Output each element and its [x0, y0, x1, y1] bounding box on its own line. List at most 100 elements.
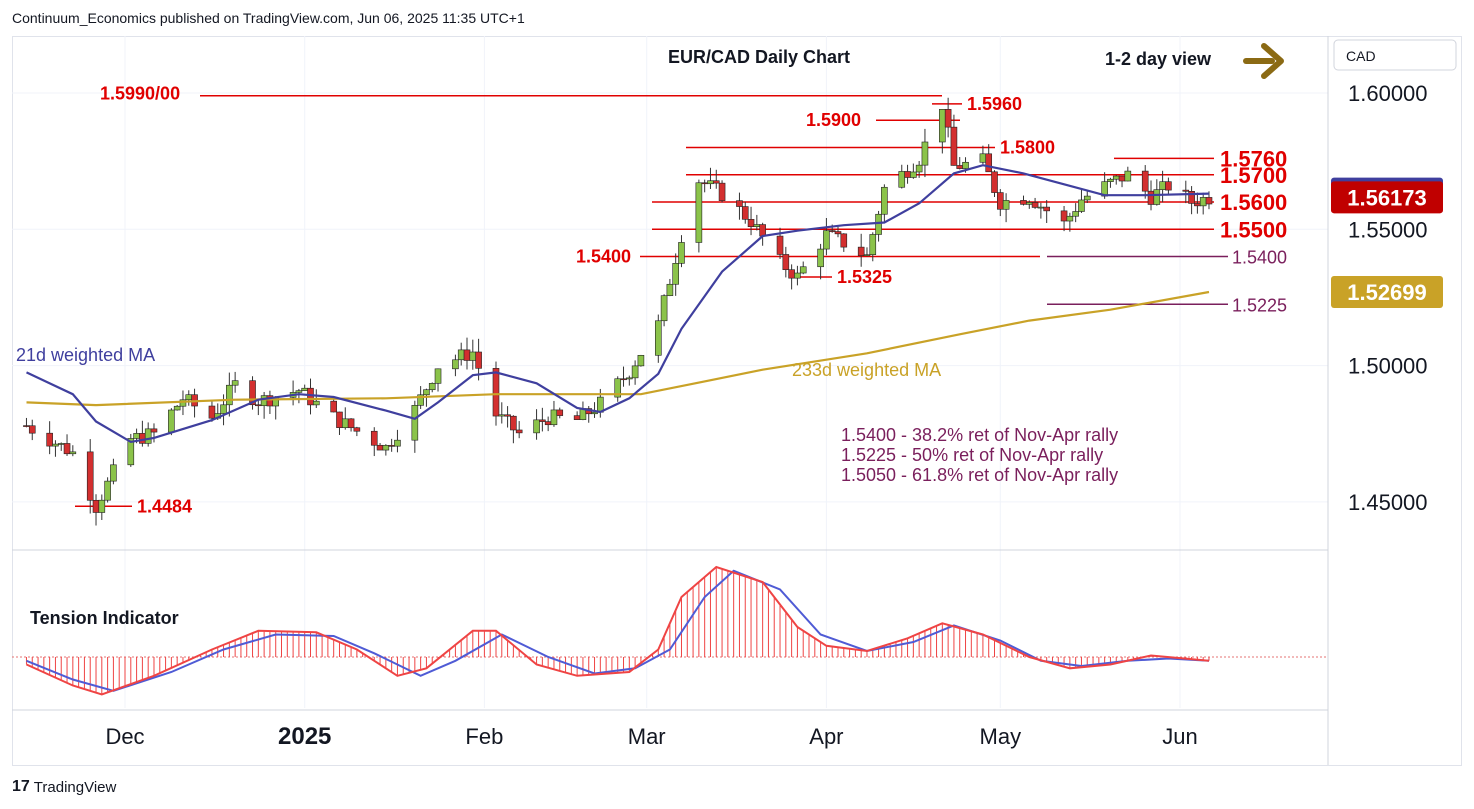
tension-label: Tension Indicator: [30, 608, 179, 628]
candle-up: [457, 349, 465, 361]
candle-up: [1078, 199, 1085, 212]
candle-up: [226, 384, 233, 406]
chart-labels: EUR/CAD Daily Chart 1-2 day view 21d weigh…: [16, 43, 1284, 628]
axes: 1.60000 1.55000 1.50000 1.45000 CAD Dec 2025 Fe…: [12, 36, 1457, 765]
candle-down: [86, 451, 94, 501]
tradingview-logo-icon: 17: [12, 778, 30, 795]
candle-down: [782, 254, 790, 270]
candle-up: [423, 389, 430, 396]
candle-down: [28, 425, 36, 434]
level-label: 1.5760: [1220, 146, 1287, 171]
candle-up: [915, 164, 923, 173]
candle-down: [347, 418, 355, 429]
view-label: 1-2 day view: [1105, 49, 1212, 69]
candle-up: [1083, 195, 1091, 201]
level-label: 1.5960: [967, 94, 1022, 114]
candle-up: [898, 171, 906, 188]
candle-down: [712, 180, 720, 184]
candle-down: [544, 421, 552, 426]
candle-up: [1025, 202, 1033, 205]
candle-down: [515, 429, 523, 434]
retracement-note: 1.5400 - 38.2% ret of Nov-Apr rally: [841, 425, 1118, 445]
candle-down: [950, 126, 958, 166]
candle-up: [1037, 206, 1045, 209]
candle-down: [1205, 197, 1213, 205]
candle-up: [231, 380, 239, 386]
candle-down: [353, 427, 361, 432]
candle-up: [823, 230, 830, 250]
candle-up: [1112, 175, 1120, 180]
tradingview-footer[interactable]: 17 TradingView: [12, 778, 116, 796]
candle-up: [382, 445, 390, 451]
candle-down: [997, 192, 1004, 210]
candle-down: [1043, 206, 1050, 212]
candle-down: [307, 387, 314, 406]
fib-level-label: 1.5225: [1232, 295, 1287, 315]
candle-down: [573, 415, 581, 420]
grid-lines: [12, 36, 1328, 708]
candle-down: [139, 433, 146, 444]
candle-down: [828, 230, 836, 232]
ma21-label: 21d weighted MA: [16, 345, 155, 365]
candle-down: [991, 171, 998, 193]
candle-up: [1072, 211, 1079, 217]
candle-up: [104, 480, 111, 501]
candle-up: [869, 234, 877, 255]
candle-down: [718, 182, 726, 201]
candle-down: [1194, 203, 1201, 207]
candle-down: [1118, 175, 1126, 182]
candle-up: [817, 248, 824, 268]
candle-up: [863, 254, 871, 256]
candle-down: [510, 415, 517, 431]
level-label: 1.5500: [1220, 217, 1287, 242]
candle-down: [1060, 210, 1068, 222]
candle-down: [492, 368, 500, 417]
candle-up: [133, 433, 140, 439]
ma233-label: 233d weighted MA: [792, 360, 941, 380]
candle-down: [388, 445, 395, 447]
candle-up: [411, 405, 419, 441]
candle-up: [179, 399, 187, 407]
candle-up: [127, 438, 135, 466]
candle-up: [799, 266, 807, 274]
candle-up: [301, 387, 308, 391]
candle-down: [788, 269, 795, 279]
level-label: 1.5800: [1000, 138, 1055, 158]
candle-up: [417, 394, 424, 406]
candle-up: [185, 394, 193, 401]
candle-down: [63, 443, 71, 455]
candle-up: [498, 414, 506, 417]
time-tick-label: Mar: [628, 724, 666, 749]
candle-down: [701, 182, 708, 185]
candle-up: [637, 354, 645, 367]
candle-down: [376, 444, 384, 451]
ma21-line: [26, 164, 1210, 444]
candle-up: [57, 443, 65, 445]
price-tick-label: 1.50000: [1348, 354, 1428, 379]
candle-down: [150, 428, 158, 433]
candle-up: [452, 359, 459, 370]
candle-up: [1153, 189, 1161, 205]
candle-up: [631, 365, 639, 379]
chart-title: EUR/CAD Daily Chart: [668, 47, 850, 67]
footer-brand: TradingView: [33, 778, 117, 796]
time-tick-label: Dec: [105, 724, 144, 749]
fib-level-label: 1.5400: [1232, 248, 1287, 268]
tension-line: [26, 565, 1210, 696]
right-arrow-icon: [1243, 43, 1284, 79]
candle-up: [168, 409, 175, 433]
currency-box: [1333, 39, 1457, 71]
candle-down: [1182, 189, 1190, 192]
candle-up: [341, 418, 349, 428]
candle-up: [1159, 181, 1166, 190]
candle-up: [654, 320, 662, 356]
candle-up: [312, 400, 320, 406]
price-tick-label: 1.55000: [1348, 217, 1428, 242]
candle-up: [591, 411, 598, 415]
time-tick-label: May: [980, 724, 1022, 749]
candle-down: [620, 378, 627, 381]
candle-down: [255, 404, 262, 407]
candle-down: [504, 414, 511, 417]
level-label: 1.5325: [837, 267, 892, 287]
